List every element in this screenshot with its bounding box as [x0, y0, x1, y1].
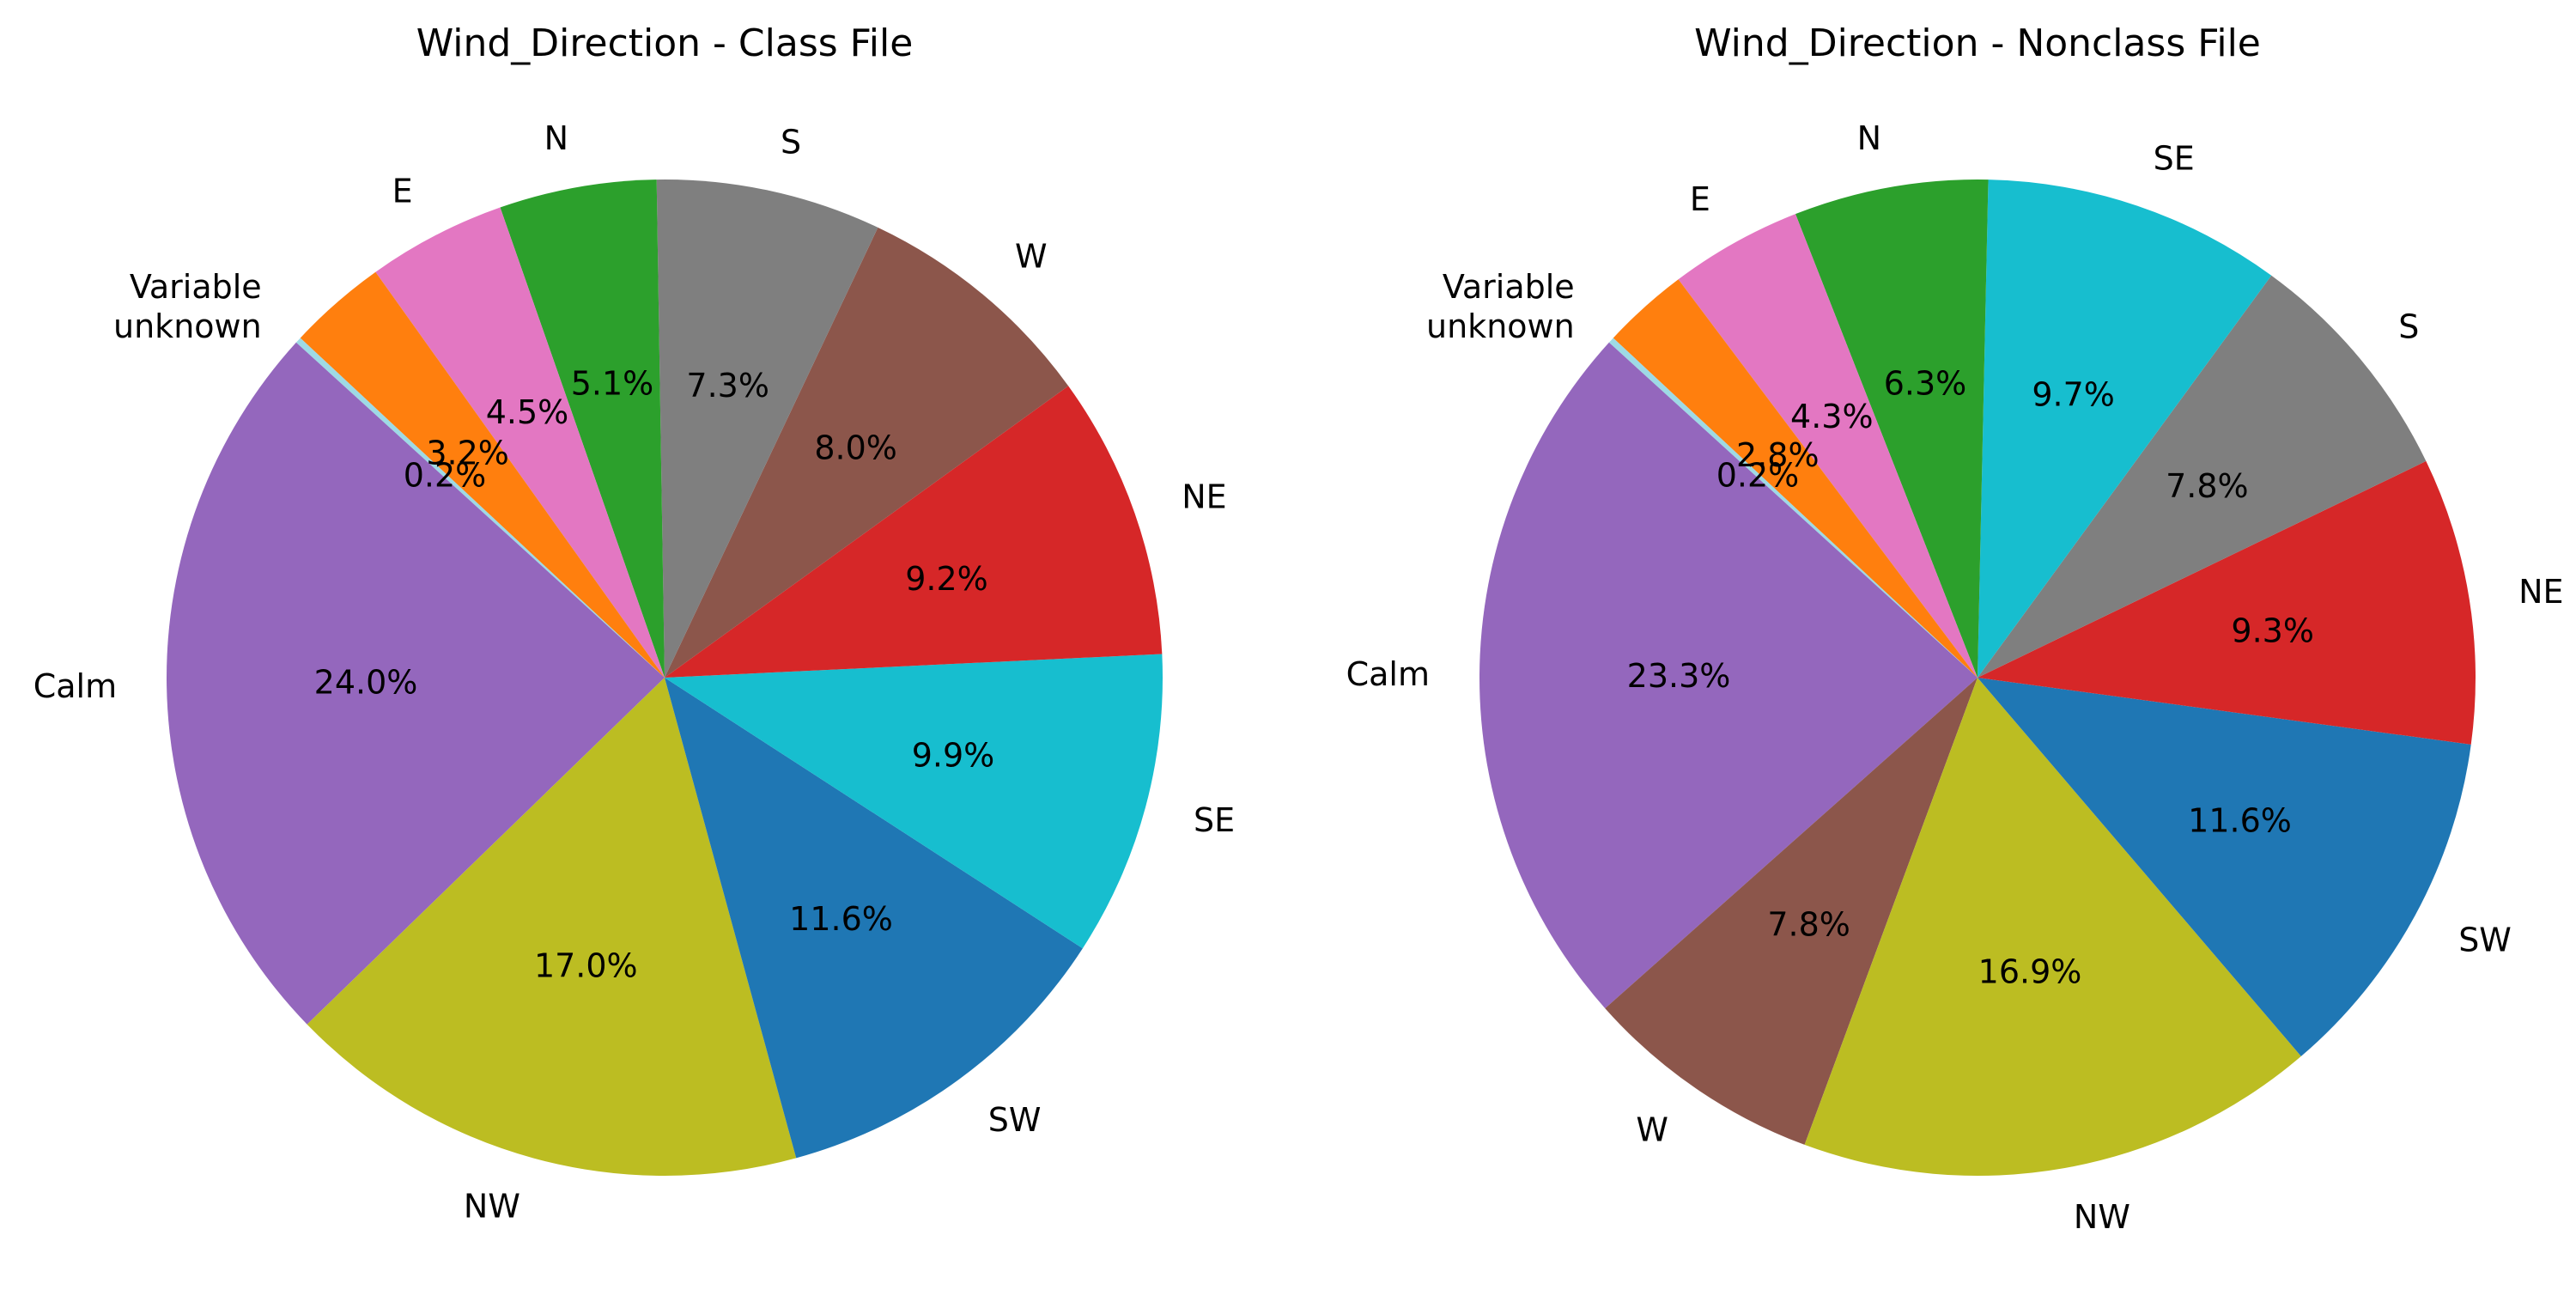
percent-label-unlabeled: 3.2% [426, 434, 509, 472]
percent-label-ne: 9.2% [905, 560, 988, 598]
percent-label-unlabeled: 2.8% [1736, 436, 1820, 474]
slice-label-s: S [2398, 308, 2419, 346]
slice-label-nw: NW [2074, 1198, 2130, 1236]
percent-label-ne: 9.3% [2231, 611, 2314, 649]
slice-label-line: SW [988, 1101, 1042, 1139]
pie-slice-unlabeled [1613, 279, 1978, 678]
percent-label-s: 7.3% [686, 367, 769, 405]
slice-label-se: SE [2154, 140, 2195, 178]
slice-label-w: W [1015, 238, 1048, 276]
slice-label-line: NE [1182, 478, 1226, 515]
slice-label-variable-unknown: Variable unknown [113, 268, 262, 345]
percent-label-variable-unknown: 0.2% [1716, 456, 1800, 494]
pie-slice-se [665, 654, 1163, 949]
chart-title: Wind_Direction - Nonclass File [1694, 21, 2261, 65]
slice-label-nw: NW [464, 1187, 520, 1225]
percent-label-nw: 17.0% [534, 947, 638, 985]
chart-title: Wind_Direction - Class File [416, 21, 914, 65]
percent-label-w: 7.8% [1767, 905, 1850, 943]
percent-label-nw: 16.9% [1978, 953, 2082, 991]
pie-slice-sw [665, 678, 1083, 1159]
percent-label-e: 4.3% [1790, 398, 1874, 435]
slice-label-line: SW [2458, 921, 2512, 958]
slice-label-s: S [781, 124, 801, 161]
slice-label-line: Variable [130, 268, 262, 306]
percent-labels: 0.2% 24.0% 17.0% 11.6% 9.9% 9.2% 8.0% 7.3% 5.1%4… [314, 364, 995, 984]
pie-slice-se [1978, 179, 2272, 678]
slice-label-e: E [392, 173, 413, 210]
pie-slice-sw [1978, 678, 2471, 1056]
slice-label-line: NE [2518, 573, 2563, 611]
percent-label-n: 5.1% [571, 364, 654, 402]
pie-slice-variable-unknown [1608, 338, 1978, 678]
slice-label-variable-unknown: Variable unknown [1426, 268, 1575, 345]
percent-label-sw: 11.6% [2188, 802, 2292, 840]
percent-label-s: 7.8% [2166, 467, 2249, 505]
slice-label-calm: Calm [33, 667, 117, 705]
percent-labels: 0.2% 23.3% 7.8% 16.9% 11.6% 9.3% 7.8% 9.7% 6.3% 4… [1627, 364, 2314, 990]
slice-label-line: N [544, 119, 568, 157]
slice-label-line: S [781, 124, 801, 161]
slice-label-ne: NE [1182, 478, 1226, 515]
pie-slice-nw [307, 678, 797, 1176]
slice-label-e: E [1690, 180, 1710, 218]
pie-slices [167, 179, 1163, 1176]
class-file-pie-chart: Wind_Direction - Class File 0.2% 24.0% 17.… [33, 21, 1235, 1225]
pie-slice-ne [665, 386, 1163, 678]
pie-slice-w [665, 227, 1069, 678]
slice-label-line: S [2398, 308, 2419, 346]
slice-label-line: Calm [33, 667, 117, 705]
slice-label-line: W [1636, 1111, 1668, 1149]
percent-label-sw: 11.6% [789, 900, 893, 938]
slice-label-line: Variable [1443, 268, 1575, 306]
slice-label-w: W [1636, 1111, 1668, 1149]
pie-slice-w [1605, 678, 1978, 1145]
slice-label-line: NW [464, 1187, 520, 1225]
percent-label-e: 4.5% [486, 393, 569, 431]
pie-slice-ne [1978, 460, 2476, 745]
pie-slice-calm [167, 342, 665, 1025]
percent-label-se: 9.9% [912, 737, 995, 775]
slice-label-line: SE [2154, 140, 2195, 178]
percent-label-calm: 24.0% [314, 664, 418, 702]
percent-label-n: 6.3% [1884, 364, 1967, 402]
slice-label-line: SE [1194, 801, 1235, 839]
pie-slice-n [1795, 179, 1989, 678]
slice-label-se: SE [1194, 801, 1235, 839]
pie-slices [1479, 179, 2476, 1177]
slice-label-line: NW [2074, 1198, 2130, 1236]
slice-label-line: unknown [113, 307, 262, 345]
pie-slice-s [656, 179, 878, 678]
pie-slice-s [1978, 275, 2427, 678]
slice-label-n: N [1857, 119, 1881, 157]
slice-label-calm: Calm [1346, 655, 1430, 693]
slice-label-sw: SW [2458, 921, 2512, 958]
slice-label-line: E [1690, 180, 1710, 218]
pie-slice-nw [1804, 678, 2301, 1177]
percent-label-variable-unknown: 0.2% [404, 456, 487, 494]
slice-label-ne: NE [2518, 573, 2563, 611]
pie-slice-e [1678, 214, 1978, 678]
pie-slice-unlabeled [300, 271, 665, 678]
pie-slice-calm [1479, 342, 1978, 1009]
pie-slice-variable-unknown [295, 338, 665, 678]
slice-label-line: E [392, 173, 413, 210]
slice-label-line: W [1015, 238, 1048, 276]
percent-label-calm: 23.3% [1627, 657, 1731, 695]
percent-label-w: 8.0% [814, 429, 897, 467]
percent-label-se: 9.7% [2032, 375, 2115, 413]
pie-slice-n [500, 179, 665, 678]
slice-label-n: N [544, 119, 568, 157]
slice-label-line: Calm [1346, 655, 1430, 693]
nonclass-file-pie-chart: Wind_Direction - Nonclass File 0.2% 23.3%… [1346, 21, 2564, 1236]
slice-label-sw: SW [988, 1101, 1042, 1139]
pie-slice-e [375, 207, 665, 678]
slice-label-line: N [1857, 119, 1881, 157]
slice-label-line: unknown [1426, 307, 1575, 345]
